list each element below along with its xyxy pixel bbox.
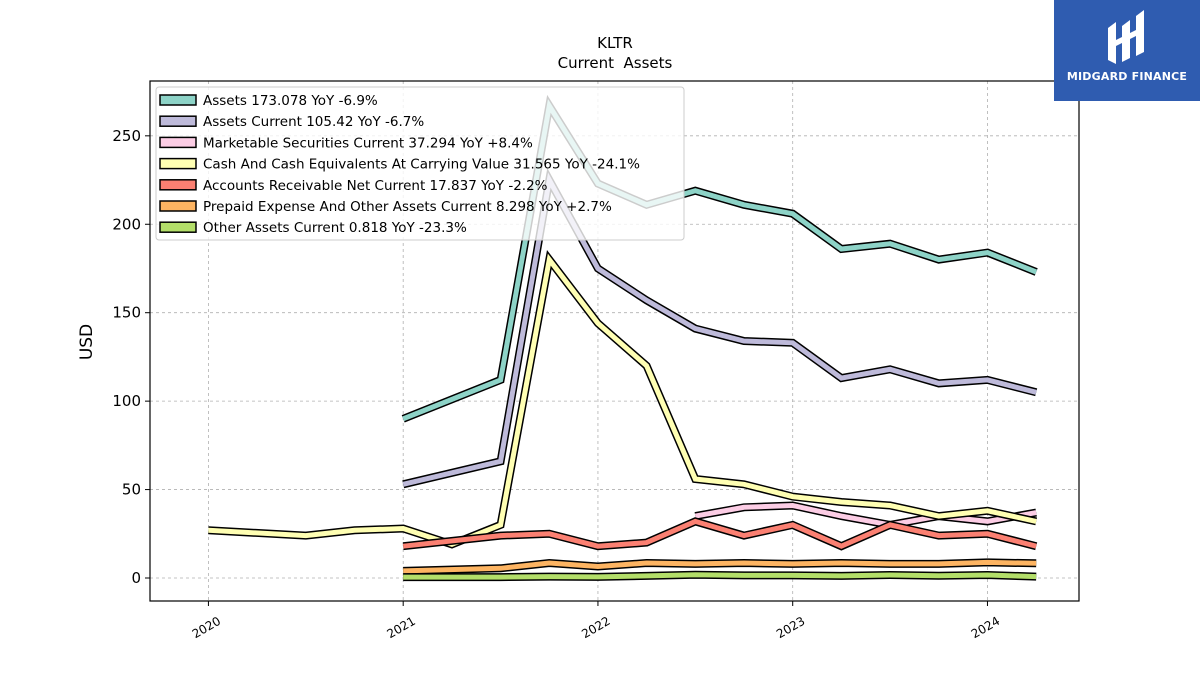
legend-swatch xyxy=(159,157,197,170)
legend-swatch xyxy=(159,115,197,127)
series-line xyxy=(402,517,1038,551)
x-tick-label: 2022 xyxy=(579,614,612,641)
plot-frame xyxy=(149,80,1080,602)
series-stroke xyxy=(208,253,1037,548)
legend-label: Other Assets Current 0.818 YoY -23.3% xyxy=(203,220,467,236)
legend-box xyxy=(155,86,685,241)
legend-swatch xyxy=(159,200,197,212)
y-tick-label: 50 xyxy=(122,481,141,499)
legend-label: Assets 173.078 YoY -6.9% xyxy=(203,93,378,109)
legend: Assets 173.078 YoY -6.9% Assets Current 1… xyxy=(155,86,685,241)
legend-label: Marketable Securities Current 37.294 YoY… xyxy=(203,135,533,151)
y-tick-label: 100 xyxy=(112,392,141,410)
y-axis-label: USD xyxy=(77,324,97,360)
series-line xyxy=(694,501,1037,529)
y-tick-label: 250 xyxy=(112,127,141,145)
legend-label: Prepaid Expense And Other Assets Current… xyxy=(203,199,612,215)
chart-title: KLTR xyxy=(597,34,633,52)
series-line xyxy=(403,570,1037,582)
series-line xyxy=(403,558,1037,575)
x-tick-label: 2020 xyxy=(190,614,223,641)
logo-text: MIDGARD FINANCE xyxy=(1066,70,1188,83)
logo-mark-icon xyxy=(1108,10,1144,64)
y-tick-label: 0 xyxy=(131,569,141,587)
series-stroke xyxy=(402,518,1037,549)
series-stroke xyxy=(403,559,1037,574)
legend-swatch xyxy=(159,136,197,149)
y-tick-label: 150 xyxy=(112,304,141,322)
chart-subtitle: Current Assets xyxy=(558,54,673,72)
series-outline xyxy=(208,249,1038,549)
x-tick-label: 2021 xyxy=(384,614,417,641)
y-tick-label: 200 xyxy=(112,215,141,233)
series-line xyxy=(208,249,1038,549)
series-stroke xyxy=(403,572,1037,580)
legend-label: Assets Current 105.42 YoY -6.7% xyxy=(203,114,424,130)
legend-swatch xyxy=(159,179,197,191)
x-tick-label: 2023 xyxy=(774,614,807,641)
x-tick-label: 2024 xyxy=(969,614,1002,641)
legend-swatch xyxy=(159,221,197,233)
legend-label: Accounts Receivable Net Current 17.837 Y… xyxy=(203,178,548,194)
midgard-finance-logo: MIDGARD FINANCE xyxy=(1054,0,1200,101)
legend-swatch xyxy=(159,94,197,106)
series-stroke xyxy=(694,502,1037,528)
legend-label: Cash And Cash Equivalents At Carrying Va… xyxy=(203,157,640,173)
